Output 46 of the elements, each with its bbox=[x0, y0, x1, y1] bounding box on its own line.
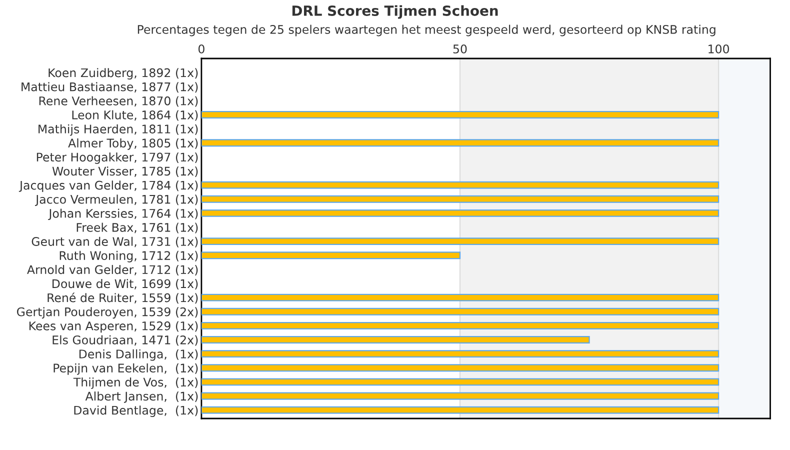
y-tick-label: Mathijs Haerden, 1811 (1x) bbox=[38, 124, 198, 136]
y-tick-label: Leon Klute, 1864 (1x) bbox=[72, 110, 198, 121]
y-tick-label: Rene Verheesen, 1870 (1x) bbox=[39, 96, 198, 107]
y-tick-label: Kees van Asperen, 1529 (1x) bbox=[29, 321, 198, 333]
bar bbox=[201, 350, 720, 358]
y-tick-label: Jacques van Gelder, 1784 (1x) bbox=[18, 180, 198, 192]
bar bbox=[201, 294, 720, 302]
y-tick-label: Gertjan Pouderoyen, 1539 (2x) bbox=[16, 307, 198, 319]
y-tick-label: Pepijn van Eekelen, (1x) bbox=[54, 363, 198, 375]
y-tick-label: Ruth Woning, 1712 (1x) bbox=[60, 250, 198, 262]
chart-subtitle: Percentages tegen de 25 spelers waartegen het meest gespeeld werd, gesorteerd op KNSB rating bbox=[138, 24, 716, 36]
y-tick-label: Denis Dallinga, (1x) bbox=[79, 349, 198, 361]
y-tick-label: Koen Zuidberg, 1892 (1x) bbox=[48, 68, 198, 80]
y-tick-label: Douwe de Wit, 1699 (1x) bbox=[52, 279, 198, 290]
y-tick-label: David Bentlage, (1x) bbox=[74, 406, 198, 418]
bar bbox=[201, 336, 590, 344]
chart-title: DRL Scores Tijmen Schoen bbox=[292, 5, 498, 19]
bar bbox=[201, 378, 720, 386]
bar bbox=[201, 209, 720, 217]
y-tick-label: Els Goudriaan, 1471 (2x) bbox=[52, 335, 198, 346]
y-tick-label: Thijmen de Vos, (1x) bbox=[73, 377, 198, 389]
y-tick-label: Mattieu Bastiaanse, 1877 (1x) bbox=[22, 82, 198, 93]
bar bbox=[201, 308, 720, 316]
bar bbox=[201, 322, 720, 330]
bar bbox=[201, 364, 720, 372]
y-tick-label: Johan Kerssies, 1764 (1x) bbox=[48, 208, 198, 220]
y-tick-label: Geurt van de Wal, 1731 (1x) bbox=[32, 236, 198, 248]
bar bbox=[201, 181, 720, 189]
bar bbox=[201, 238, 720, 246]
y-tick-label: Almer Toby, 1805 (1x) bbox=[68, 138, 198, 150]
y-tick-label: Freek Bax, 1761 (1x) bbox=[76, 222, 198, 234]
bar bbox=[201, 195, 720, 203]
y-tick-label: Wouter Visser, 1785 (1x) bbox=[52, 166, 198, 178]
bar bbox=[201, 139, 720, 147]
x-tick-label: 0 bbox=[198, 44, 204, 54]
y-tick-label: Peter Hoogakker, 1797 (1x) bbox=[36, 152, 198, 164]
bar bbox=[201, 406, 720, 414]
y-tick-label: Albert Jansen, (1x) bbox=[85, 392, 198, 403]
bar bbox=[201, 111, 720, 118]
x-tick-label: 50 bbox=[453, 44, 467, 54]
y-tick-label: Jacco Vermeulen, 1781 (1x) bbox=[35, 194, 198, 206]
x-tick-label: 100 bbox=[708, 44, 730, 54]
y-tick-label: René de Ruiter, 1559 (1x) bbox=[48, 292, 198, 304]
bar bbox=[201, 392, 720, 400]
y-tick-label: Arnold van Gelder, 1712 (1x) bbox=[27, 264, 198, 276]
bar bbox=[201, 252, 461, 260]
